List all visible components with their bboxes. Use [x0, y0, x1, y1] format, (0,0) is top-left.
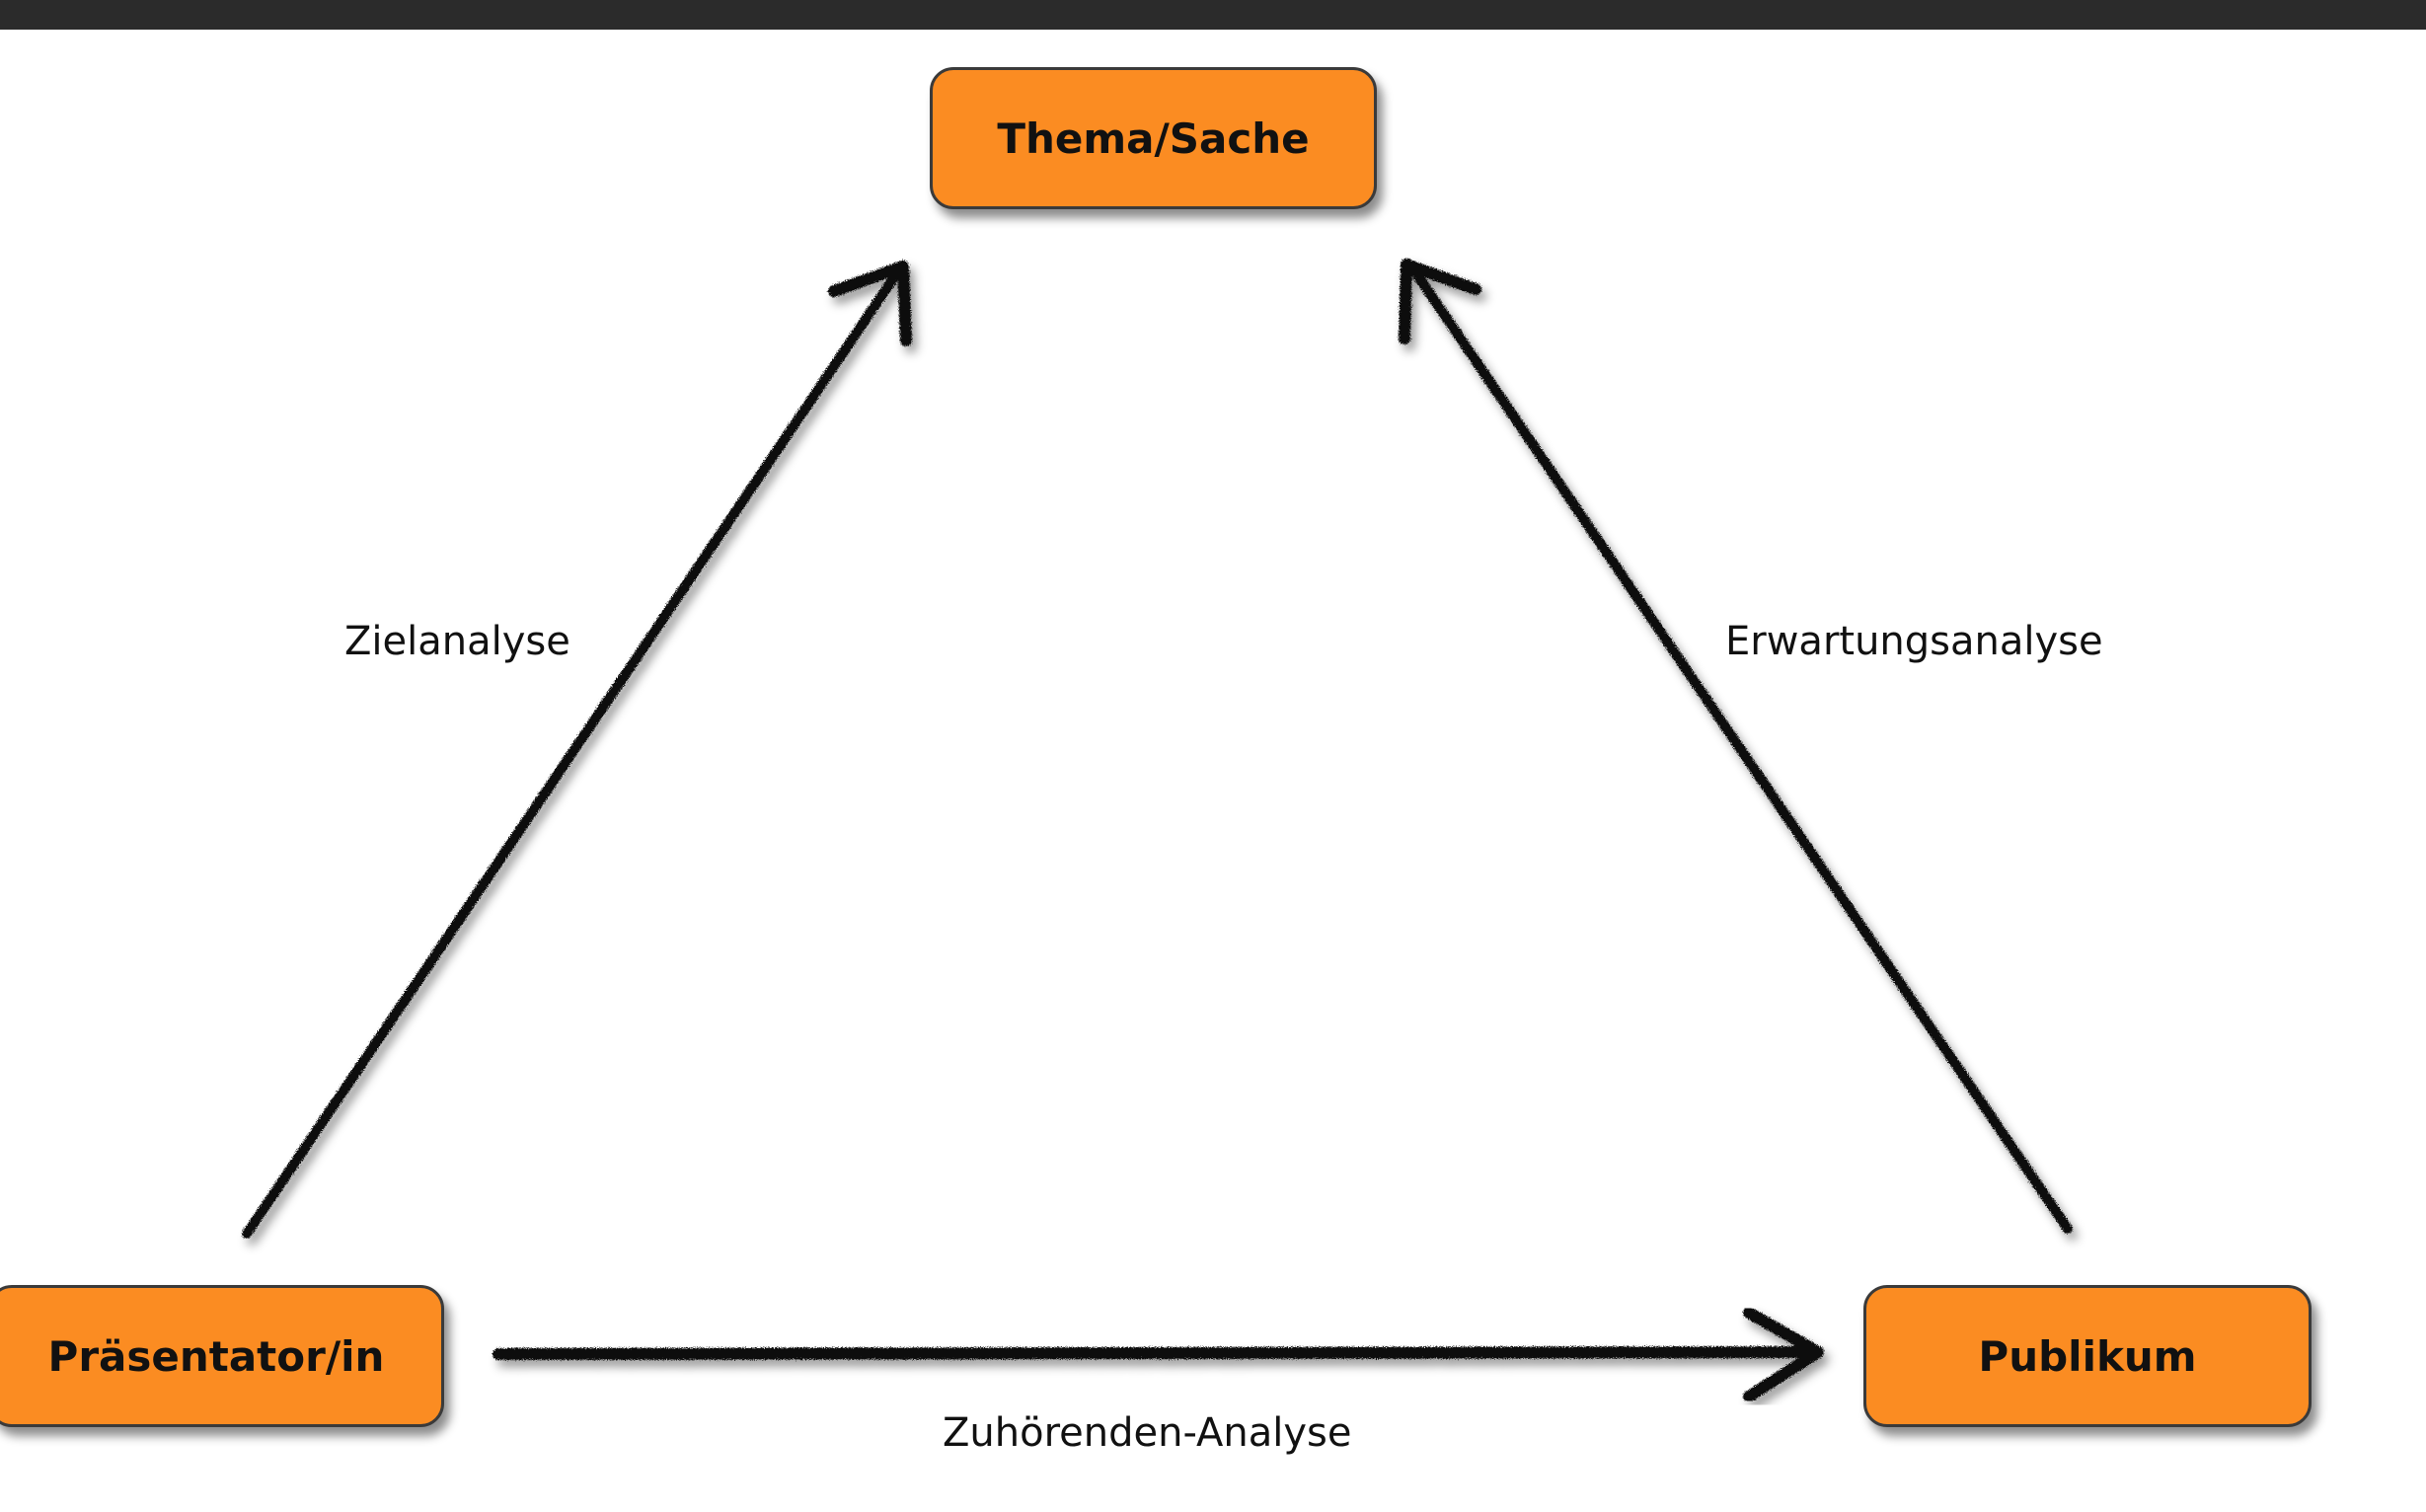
node-topic-label: Thema/Sache [997, 113, 1310, 163]
node-audience: Publikum [1863, 1285, 2312, 1427]
edge-label-goal-analysis: Zielanalyse [344, 619, 570, 664]
edge-label-listener-analysis: Zuhörenden-Analyse [943, 1410, 1352, 1456]
arrow-presenter-to-audience [493, 1307, 1824, 1402]
window-top-bar [0, 0, 2426, 30]
node-presenter-label: Präsentator/in [47, 1331, 385, 1381]
arrow-presenter-to-topic [242, 261, 912, 1239]
node-topic: Thema/Sache [930, 67, 1377, 209]
node-audience-label: Publikum [1978, 1331, 2197, 1381]
arrow-audience-to-topic [1399, 259, 2073, 1234]
node-presenter: Präsentator/in [0, 1285, 444, 1427]
edge-label-expectation-analysis: Erwartungsanalyse [1725, 619, 2103, 664]
